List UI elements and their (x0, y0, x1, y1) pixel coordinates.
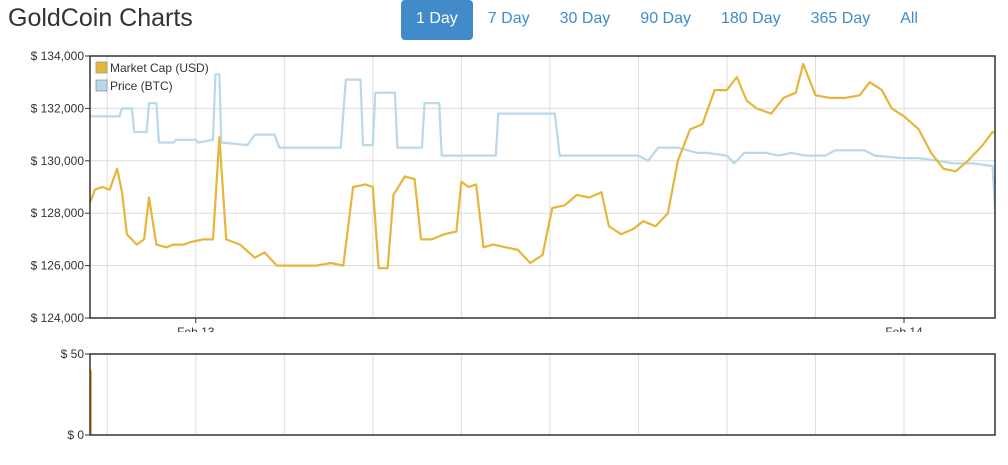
main-ytick-label: $ 126,000 (31, 259, 85, 273)
tab-180-day[interactable]: 180 Day (721, 10, 781, 27)
volume-ytick-label: $ 50 (61, 347, 85, 361)
tab-7-day[interactable]: 7 Day (487, 10, 530, 27)
main-ytick-label: $ 128,000 (31, 206, 85, 220)
chart-legend: Market Cap (USD) Price (BTC) (95, 61, 209, 93)
volume-plot-frame (89, 353, 996, 436)
page-title: GoldCoin Charts (8, 4, 193, 32)
main-xtick-label: Feb 13 (177, 325, 215, 332)
legend-swatch-market-cap (95, 61, 108, 74)
main-ytick-label: $ 132,000 (31, 101, 85, 115)
main-xtick-label: Feb 14 (885, 325, 923, 332)
volume-chart[interactable]: $ 0 $ 50 (0, 342, 1008, 442)
tab-365-day[interactable]: 365 Day (810, 10, 871, 27)
tab-all[interactable]: All (900, 10, 918, 27)
legend-swatch-price (95, 79, 108, 92)
price-series-line (90, 73, 995, 210)
market-cap-series-line (90, 62, 995, 270)
main-ytick-label: $ 124,000 (31, 311, 85, 325)
market-cap-price-chart[interactable]: $ 124,000 $ 126,000 $ 128,000 $ 130,000 $ 13… (0, 40, 1008, 332)
volume-ytick-label: $ 0 (67, 428, 84, 442)
tab-90-day[interactable]: 90 Day (640, 10, 691, 27)
tab-1-day[interactable]: 1 Day (401, 0, 473, 40)
legend-label-market-cap: Market Cap (USD) (110, 61, 209, 75)
time-range-tabs: 1 Day 7 Day 30 Day 90 Day 180 Day 365 Da… (401, 0, 933, 40)
main-plot-frame (89, 55, 996, 319)
legend-label-price: Price (BTC) (110, 79, 173, 93)
tab-30-day[interactable]: 30 Day (559, 10, 611, 27)
main-ytick-label: $ 134,000 (31, 49, 85, 63)
volume-bar (90, 370, 92, 435)
main-ytick-label: $ 130,000 (31, 154, 85, 168)
